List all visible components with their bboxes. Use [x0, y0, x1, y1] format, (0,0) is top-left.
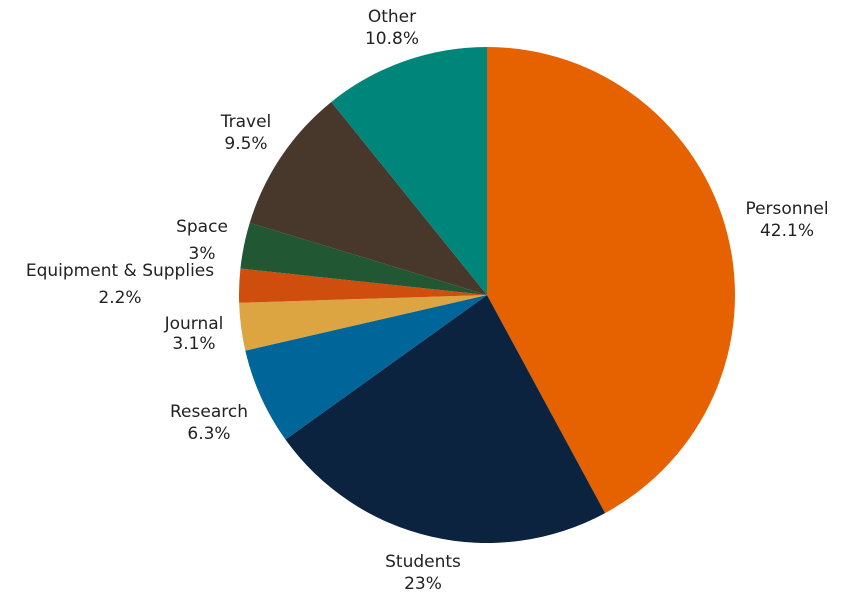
slice-label: Students [385, 552, 461, 572]
slice-percent-label: 6.3% [187, 424, 230, 444]
slice-label: Other [368, 7, 416, 27]
slice-percent-label: 3% [189, 244, 216, 264]
pie-slice-other [331, 47, 487, 295]
pie-slice-travel [249, 101, 487, 295]
slice-percent-label: 9.5% [224, 134, 267, 154]
slice-label: Journal [164, 314, 224, 334]
pie-slice-research [245, 295, 487, 440]
slice-label: Travel [220, 112, 272, 132]
slice-percent-label: 42.1% [760, 221, 814, 241]
slice-percent-label: 23% [404, 574, 442, 592]
slice-label: Personnel [745, 199, 828, 219]
slice-label: Equipment & Supplies [26, 261, 214, 281]
slice-percent-label: 2.2% [98, 288, 141, 308]
pie-slices [238, 47, 736, 544]
slice-percent-label: 3.1% [172, 334, 215, 354]
slice-label: Research [170, 402, 248, 422]
pie-slice-equipment-supplies [238, 268, 487, 303]
pie-slice-personnel [487, 47, 736, 514]
pie-slice-students [285, 295, 606, 544]
pie-slice-space [240, 222, 487, 295]
slice-label: Space [176, 217, 228, 237]
slice-percent-label: 10.8% [365, 29, 419, 49]
pie-slice-journal [239, 295, 487, 351]
